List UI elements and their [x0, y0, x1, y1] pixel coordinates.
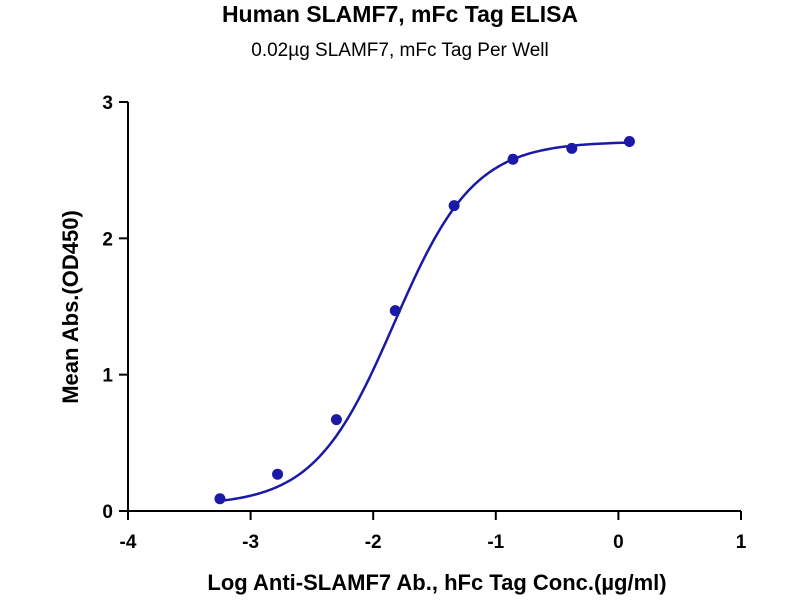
- y-tick-label: 3: [102, 93, 113, 114]
- y-tick-label: 0: [102, 502, 113, 523]
- data-points: [214, 136, 635, 505]
- x-tick-label: -4: [120, 532, 137, 553]
- data-point: [507, 153, 519, 165]
- data-point: [330, 414, 342, 426]
- chart-title: Human SLAMF7, mFc Tag ELISA: [222, 1, 578, 27]
- y-ticks: 0 1 2 3: [102, 93, 128, 523]
- fit-curve: [219, 141, 630, 503]
- x-tick-label: 1: [736, 532, 747, 553]
- x-tick-label: -3: [242, 532, 259, 553]
- x-tick-label: 0: [613, 532, 624, 553]
- data-point: [214, 493, 226, 505]
- chart-subtitle: 0.02µg SLAMF7, mFc Tag Per Well: [251, 40, 548, 61]
- y-axis-label: Mean Abs.(OD450): [58, 210, 83, 404]
- data-point: [389, 305, 401, 317]
- data-point: [448, 200, 460, 212]
- data-point: [272, 468, 284, 480]
- x-tick-label: -1: [487, 532, 504, 553]
- axes: [127, 102, 741, 512]
- y-tick-label: 1: [102, 366, 113, 387]
- data-point: [623, 136, 635, 148]
- x-ticks: -4 -3 -2 -1 0 1: [120, 511, 747, 553]
- y-tick-label: 2: [102, 229, 113, 250]
- fit-curve-layer: [219, 141, 630, 503]
- data-point: [566, 142, 578, 154]
- x-tick-label: -2: [365, 532, 382, 553]
- x-axis-label: Log Anti-SLAMF7 Ab., hFc Tag Conc.(µg/ml…: [207, 570, 666, 595]
